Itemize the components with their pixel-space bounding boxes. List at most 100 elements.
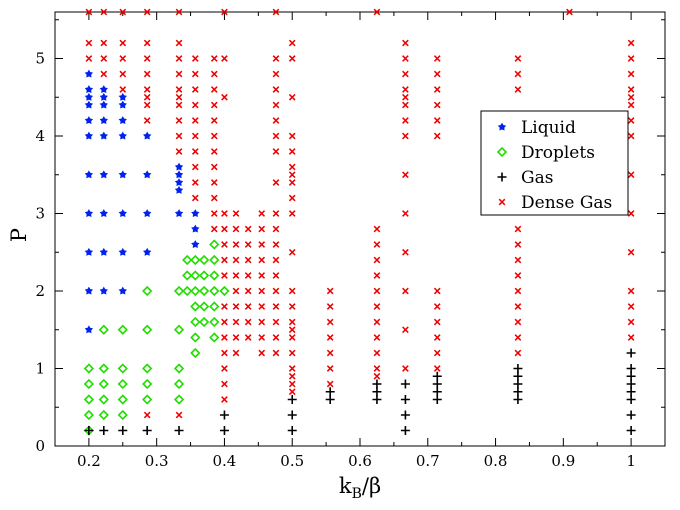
dense-gas-point [232, 334, 240, 341]
data-points [83, 8, 636, 436]
dense-gas-point [143, 101, 151, 109]
legend-marker-liquid [497, 122, 507, 131]
dense-gas-point [402, 70, 409, 78]
liquid-point [99, 92, 108, 101]
dense-gas-point [191, 86, 199, 93]
dense-gas-point [272, 179, 280, 186]
gas-point [432, 395, 442, 404]
liquid-point [84, 116, 94, 125]
gas-point [287, 426, 297, 435]
gas-point [513, 364, 523, 373]
dense-gas-point [326, 349, 334, 357]
dense-gas-point [191, 55, 199, 62]
liquid-point [84, 100, 94, 109]
droplets-point [142, 394, 153, 405]
dense-gas-point [272, 8, 280, 16]
dense-gas-point [244, 334, 252, 341]
gas-point [626, 364, 636, 373]
dense-gas-point [143, 117, 151, 124]
dense-gas-point [210, 179, 218, 186]
liquid-point [174, 162, 184, 171]
dense-gas-point [402, 55, 409, 62]
dense-gas-point [514, 349, 522, 357]
series-dense-gas [85, 8, 635, 419]
dense-gas-point [326, 365, 334, 372]
dense-gas-point [433, 318, 441, 326]
legend-marker-dense-gas [498, 198, 506, 206]
dense-gas-point [143, 70, 151, 78]
dense-gas-point [175, 93, 183, 101]
dense-gas-point [258, 210, 266, 217]
gas-point [626, 395, 636, 404]
dense-gas-point [258, 318, 266, 326]
droplets-point [198, 254, 210, 266]
dense-gas-point [210, 163, 218, 171]
x-tick-label: 0.8 [484, 452, 508, 470]
dense-gas-point [175, 101, 183, 109]
liquid-point [191, 209, 200, 218]
dense-gas-point [402, 101, 409, 109]
dense-gas-point [119, 39, 127, 47]
dense-gas-point [288, 248, 296, 256]
dense-gas-point [191, 194, 199, 202]
droplets-point [190, 285, 201, 297]
gas-point [432, 379, 442, 389]
dense-gas-point [627, 210, 635, 217]
dense-gas-point [100, 8, 108, 16]
legend-label-gas: Gas [521, 168, 553, 188]
dense-gas-point [143, 55, 151, 62]
dense-gas-point [288, 194, 296, 202]
legend-label-dense-gas: Dense Gas [521, 193, 612, 213]
droplets-point [98, 363, 109, 374]
liquid-point [142, 170, 152, 179]
dense-gas-point [221, 380, 228, 388]
dense-gas-point [514, 241, 522, 248]
liquid-point [118, 92, 127, 101]
droplets-point [117, 324, 128, 335]
droplets-point [117, 394, 128, 405]
dense-gas-point [288, 303, 296, 310]
dense-gas-point [175, 411, 183, 419]
dense-gas-point [373, 272, 381, 279]
dense-gas-point [100, 39, 108, 47]
series-droplets [83, 239, 230, 436]
dense-gas-point [221, 210, 228, 217]
dense-gas-point [373, 241, 381, 248]
legend-marker-gas [497, 172, 507, 182]
dense-gas-point [288, 132, 296, 140]
gas-point [626, 379, 636, 389]
dense-gas-point [210, 70, 218, 78]
gas-point [513, 387, 523, 397]
dense-gas-point [433, 365, 441, 372]
dense-gas-point [433, 287, 441, 295]
dense-gas-point [210, 86, 218, 93]
dense-gas-point [373, 372, 381, 380]
dense-gas-point [627, 318, 635, 326]
dense-gas-point [514, 86, 522, 93]
dense-gas-point [143, 411, 151, 419]
droplets-point [190, 316, 201, 328]
dense-gas-point [143, 93, 151, 101]
dense-gas-point [272, 303, 280, 310]
dense-gas-point [373, 256, 381, 264]
dense-gas-point [433, 349, 441, 357]
dense-gas-point [175, 70, 183, 78]
dense-gas-point [326, 380, 334, 388]
dense-gas-point [627, 93, 635, 101]
dense-gas-point [232, 349, 240, 357]
droplets-point [98, 378, 109, 390]
dense-gas-point [288, 287, 296, 295]
dense-gas-point [143, 86, 151, 93]
gas-point [372, 395, 382, 404]
dense-gas-point [258, 334, 266, 341]
droplets-point [209, 270, 220, 281]
dense-gas-point [272, 210, 280, 217]
dense-gas-point [232, 210, 240, 217]
dense-gas-point [627, 334, 635, 341]
gas-point [99, 426, 109, 435]
dense-gas-point [191, 101, 199, 109]
dense-gas-point [288, 39, 296, 47]
dense-gas-point [514, 225, 522, 233]
dense-gas-point [272, 334, 280, 341]
dense-gas-point [272, 349, 280, 357]
